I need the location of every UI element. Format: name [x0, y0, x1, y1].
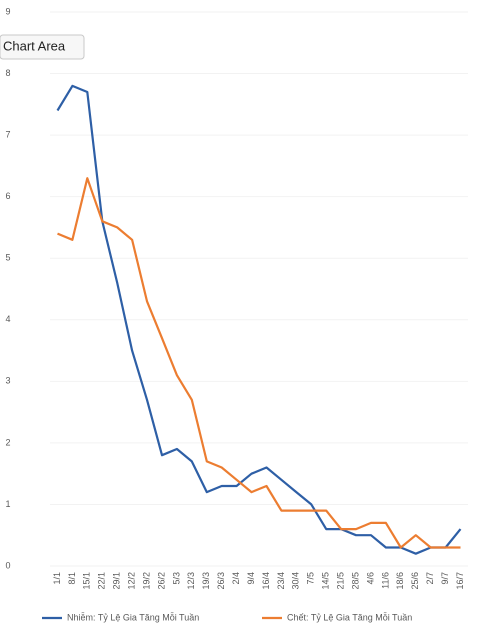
x-tick-label: 26/3 [216, 572, 226, 590]
y-tick-label: 8 [5, 68, 10, 78]
x-tick-label: 29/1 [112, 572, 122, 590]
x-tick-label: 21/5 [335, 572, 345, 590]
x-tick-label: 11/6 [380, 572, 390, 589]
x-tick-label: 9/7 [440, 572, 450, 585]
x-tick-label: 25/6 [410, 572, 420, 590]
x-tick-label: 5/3 [171, 572, 181, 585]
series-line [56, 84, 462, 555]
y-tick-label: 2 [5, 437, 10, 447]
x-tick-label: 22/1 [97, 572, 107, 590]
x-tick-label: 15/1 [82, 572, 92, 590]
tooltip-text: Chart Area [3, 38, 66, 53]
x-tick-label: 16/4 [261, 572, 271, 590]
x-tick-label: 16/7 [455, 572, 465, 590]
x-tick-label: 7/5 [306, 572, 316, 585]
x-tick-label: 30/4 [291, 572, 301, 590]
y-tick-label: 6 [5, 191, 10, 201]
x-tick-label: 14/5 [321, 572, 331, 590]
series-line [57, 177, 461, 549]
y-tick-label: 7 [5, 129, 10, 139]
x-tick-label: 18/6 [395, 572, 405, 590]
y-tick-label: 3 [5, 376, 10, 386]
y-tick-label: 4 [5, 314, 10, 324]
x-tick-label: 28/5 [350, 572, 360, 590]
x-tick-label: 26/2 [156, 572, 166, 590]
tooltip-box [0, 34, 85, 60]
x-tick-label: 12/3 [186, 572, 196, 590]
y-tick-label: 9 [5, 6, 10, 16]
x-tick-label: 2/7 [425, 572, 435, 585]
x-tick-label: 1/1 [52, 572, 62, 585]
x-tick-label: 12/2 [126, 572, 136, 590]
x-tick-label: 8/1 [67, 572, 77, 585]
y-tick-label: 1 [5, 499, 10, 509]
legend-label: Chết: Tỷ Lệ Gia Tăng Mỗi Tuần [287, 612, 412, 622]
x-tick-label: 19/3 [201, 572, 211, 590]
x-tick-label: 9/4 [246, 572, 256, 585]
legend-label: Nhiễm: Tỷ Lệ Gia Tăng Mỗi Tuần [67, 612, 199, 622]
x-tick-label: 2/4 [231, 572, 241, 585]
y-tick-label: 5 [5, 253, 10, 263]
y-tick-label: 0 [5, 560, 10, 570]
x-tick-label: 23/4 [276, 572, 286, 590]
x-tick-label: 19/2 [141, 572, 151, 590]
x-tick-label: 4/6 [365, 572, 375, 585]
